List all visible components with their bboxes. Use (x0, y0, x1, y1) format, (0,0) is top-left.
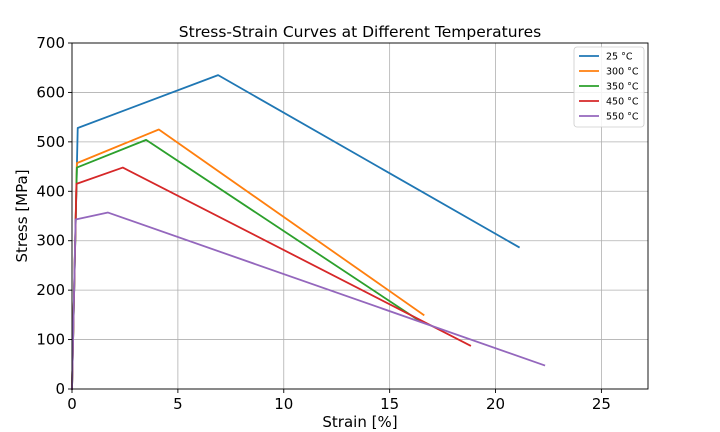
legend-entry-4: 550 °C (606, 112, 639, 123)
y-axis-label: Stress [MPa] (13, 169, 31, 262)
series-line-4 (71, 211, 546, 390)
y-tick-label: 0 (55, 380, 65, 398)
x-tick-label: 5 (173, 395, 183, 413)
legend-entry-2: 350 °C (606, 82, 639, 93)
chart-title: Stress-Strain Curves at Different Temper… (179, 23, 541, 41)
x-axis-label: Strain [%] (322, 413, 397, 431)
plot-frame (71, 42, 649, 390)
y-tick-label: 200 (36, 281, 65, 299)
x-tick-label: 25 (592, 395, 611, 413)
legend-entry-1: 300 °C (606, 67, 639, 78)
y-tick-label: 300 (36, 232, 65, 250)
y-tick-label: 400 (36, 182, 65, 200)
legend-box (573, 46, 645, 128)
y-tick-label: 500 (36, 133, 65, 151)
y-tick-label: 100 (36, 331, 65, 349)
x-tick-label: 0 (67, 395, 77, 413)
y-tick-label: 700 (36, 34, 65, 52)
y-tick-label: 600 (36, 83, 65, 101)
axis-ticks: 0 5 10 15 20 25 0 100 200 300 400 500 600 700 (36, 34, 611, 413)
legend-entry-3: 450 °C (606, 97, 639, 108)
x-tick-label: 20 (486, 395, 505, 413)
x-tick-label: 15 (380, 395, 399, 413)
legend: 25 °C 300 °C 350 °C 450 °C 550 °C (573, 46, 645, 128)
x-tick-label: 10 (274, 395, 293, 413)
series-lines (71, 74, 546, 390)
legend-entry-0: 25 °C (606, 52, 633, 63)
